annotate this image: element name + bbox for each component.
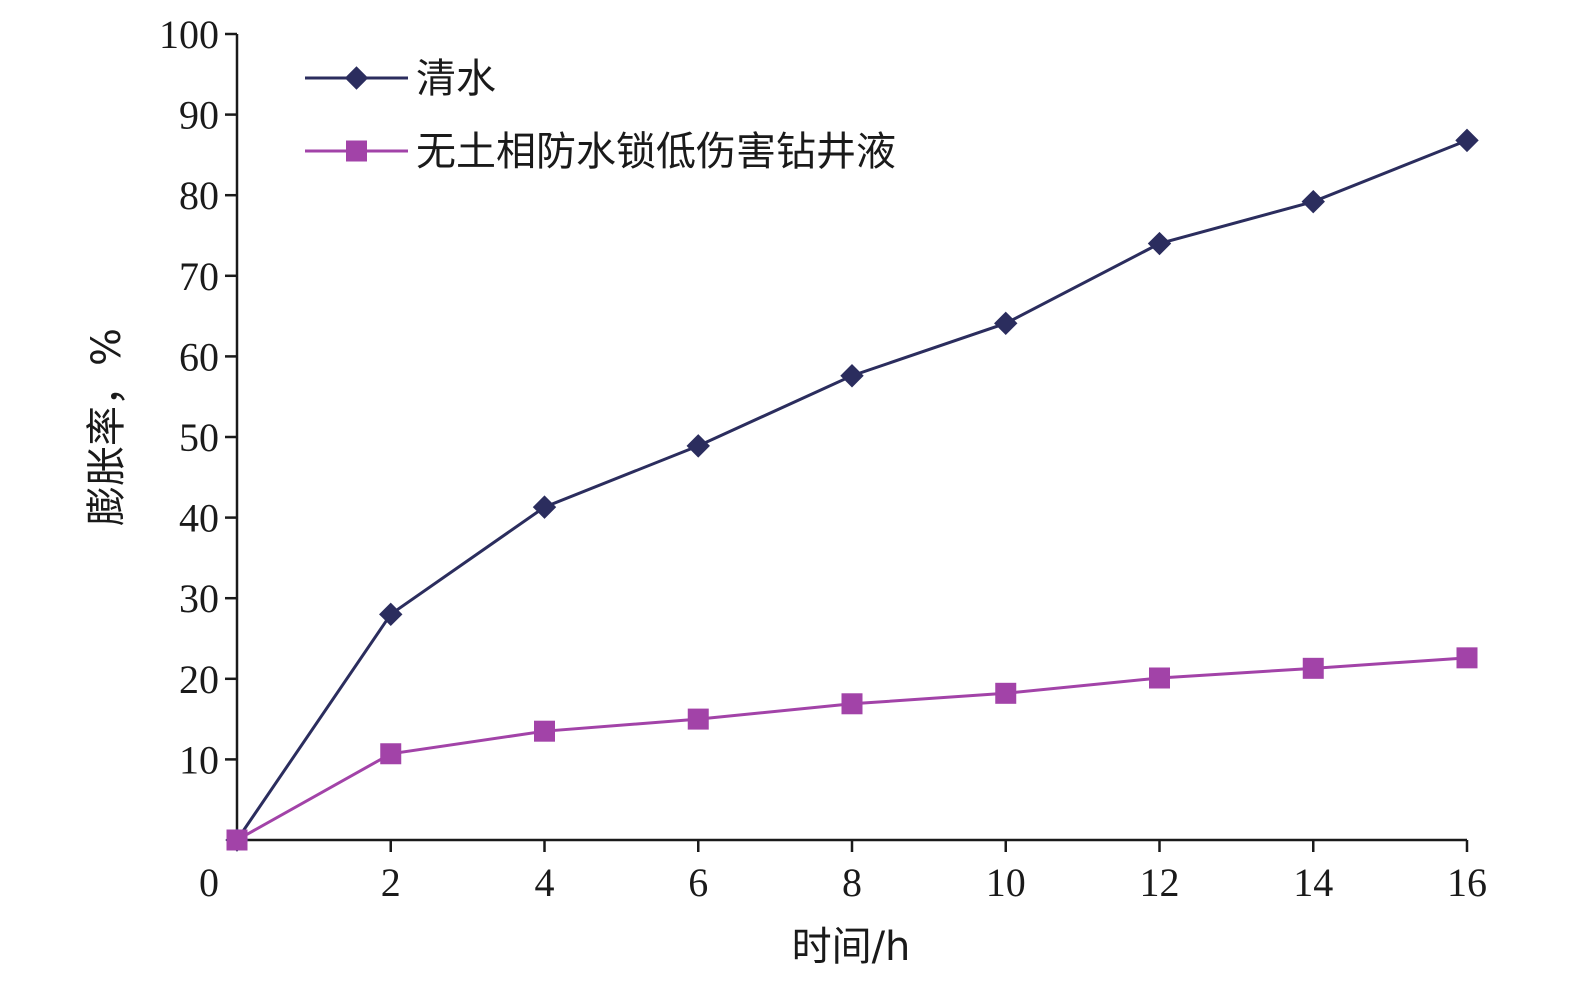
series-2-point xyxy=(1302,657,1324,679)
series-2-point xyxy=(1149,667,1170,689)
y-tick-label: 30 xyxy=(179,576,219,621)
y-tick-label: 70 xyxy=(179,254,219,299)
y-tick-label: 90 xyxy=(179,93,219,138)
series-line-2 xyxy=(236,656,1468,842)
y-tick-label: 60 xyxy=(179,334,219,379)
ticks: 10 20 30 40 50 60 70 80 90 100 0 2 4 6 8 10 12 14 16 xyxy=(159,12,1487,905)
legend-label-1: 清水 xyxy=(416,56,496,102)
x-tick-label: 0 xyxy=(199,860,219,905)
x-tick-label: 12 xyxy=(1140,860,1180,905)
y-tick-label: 100 xyxy=(159,12,219,57)
legend-marker-1 xyxy=(344,66,369,90)
y-tick-label: 80 xyxy=(179,173,219,218)
x-tick-label: 6 xyxy=(688,860,708,905)
series-1-point xyxy=(686,434,710,458)
x-tick-label: 8 xyxy=(842,860,862,905)
series-1-point xyxy=(994,311,1018,336)
series-1-point xyxy=(379,602,403,627)
y-axis-title: 膨胀率，% xyxy=(84,328,130,526)
series-1-point xyxy=(1147,231,1172,256)
y-tick-label: 40 xyxy=(179,496,219,541)
x-tick-label: 10 xyxy=(986,860,1026,905)
series-layer xyxy=(225,128,1479,852)
series-1-point xyxy=(840,364,864,388)
series-2-point xyxy=(1456,647,1478,669)
series-1-point xyxy=(1455,128,1479,153)
x-tick-label: 4 xyxy=(535,860,555,905)
series-2-point xyxy=(380,743,402,765)
x-axis-title: 时间/h xyxy=(792,924,911,970)
x-tick-label: 16 xyxy=(1447,860,1487,905)
series-1-point xyxy=(532,495,557,519)
series-1-point xyxy=(1301,189,1325,214)
series-2-point xyxy=(995,682,1017,704)
x-tick-label: 2 xyxy=(381,860,401,905)
x-tick-label: 14 xyxy=(1293,860,1333,905)
legend-marker-2 xyxy=(346,140,367,162)
y-tick-label: 50 xyxy=(179,415,219,460)
y-tick-label: 10 xyxy=(179,737,219,782)
series-2-point xyxy=(841,693,863,715)
series-line-1 xyxy=(235,138,1468,841)
y-tick-label: 20 xyxy=(179,657,219,702)
series-2-point xyxy=(534,720,555,742)
series-2-point xyxy=(687,708,709,730)
series-2-point xyxy=(226,829,248,851)
legend-label-2: 无土相防水锁低伤害钻井液 xyxy=(416,129,896,175)
